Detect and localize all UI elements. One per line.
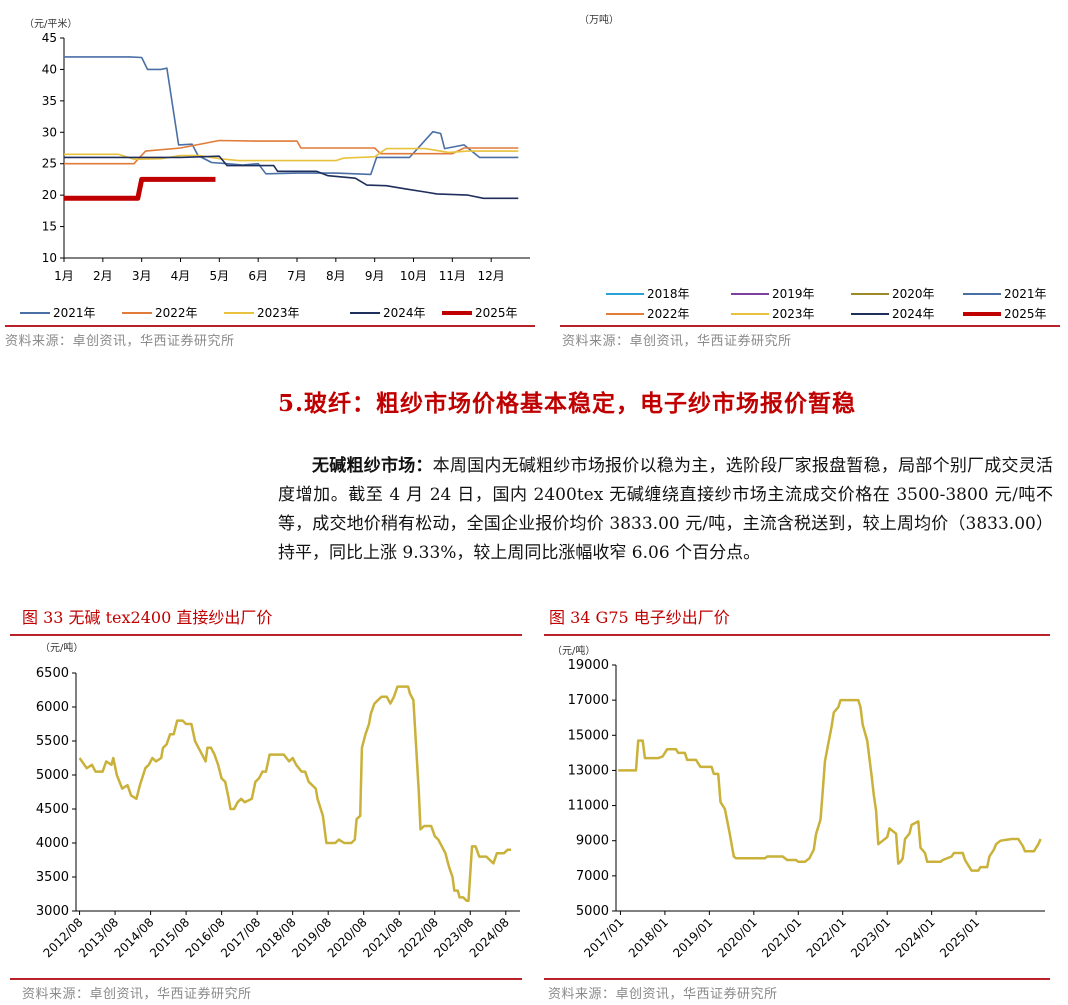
y-tick-label: 9000 <box>576 834 609 849</box>
series-line-series-0 <box>618 698 1042 872</box>
y-tick-label: 15000 <box>568 728 609 743</box>
para-text: 本周国内无碱粗纱市场报价以稳为主，选阶段厂家报盘暂稳，局部个别厂成交灵活度增加。… <box>278 456 1054 563</box>
x-tick-label: 2023/01 <box>848 915 893 960</box>
para-label: 无碱粗纱市场： <box>312 456 433 476</box>
x-tick-label: 2020/01 <box>715 915 760 960</box>
y-tick-label: 3500 <box>36 870 69 885</box>
y-tick-label: 5500 <box>36 734 69 749</box>
fig33-rule <box>10 634 522 636</box>
y-tick-label: 10 <box>42 251 57 265</box>
x-tick-label: 2018/01 <box>626 915 671 960</box>
x-tick-label: 10月 <box>400 269 427 283</box>
y-tick-label: 35 <box>42 94 57 108</box>
x-tick-label: 12月 <box>478 269 505 283</box>
y-tick-label: 3000 <box>36 904 69 919</box>
fig33-caption: 图 33 无碱 tex2400 直接纱出厂价 <box>22 608 273 627</box>
y-tick-label: 15 <box>42 220 57 234</box>
x-tick-label: 2024/08 <box>467 915 512 960</box>
x-tick-label: 11月 <box>439 269 466 283</box>
x-tick-label: 1月 <box>54 269 74 283</box>
chart-glass-price: （元/平米） 10 15 20 25 30 35 40 45 1月 2月 3月 4月 5月 6月 7月 8月 9月… <box>20 17 530 320</box>
x-tick-label: 9月 <box>365 269 385 283</box>
x-tick-label: 8月 <box>326 269 346 283</box>
y-tick-label: 30 <box>42 125 57 139</box>
x-tick-label: 2月 <box>93 269 113 283</box>
y-tick-label: 4000 <box>36 836 69 851</box>
y-tick-label: 13000 <box>568 763 609 778</box>
x-tick-label: 2024/01 <box>893 915 938 960</box>
series-line-series-0 <box>78 685 512 903</box>
bottom-right-rule <box>544 978 1050 980</box>
source-bottom-right: 资料来源：卓创资讯，华西证券研究所 <box>548 987 778 1002</box>
legend-label: 2021年 <box>53 306 96 320</box>
source-bottom-left: 资料来源：卓创资讯，华西证券研究所 <box>22 987 252 1002</box>
bottom-left-rule <box>10 978 522 980</box>
chart-roving-price: （元/吨）30003500400045005000550060006500201… <box>36 641 520 960</box>
legend-label: 2019年 <box>772 287 815 301</box>
chart-eyarn-price: （元/吨） 5000 7000 9000 11000 13000 15000 17000 190… <box>552 644 1045 960</box>
y-tick-label: 7000 <box>576 869 609 884</box>
y-axis-unit-label: （万吨） <box>579 13 619 26</box>
fig34-caption: 图 34 G75 电子纱出厂价 <box>549 608 730 627</box>
series-line-2023年 <box>64 147 519 162</box>
legend-label: 2024年 <box>892 307 935 321</box>
legend-label: 2021年 <box>1004 287 1047 301</box>
section-title: 5.玻纤：粗纱市场价格基本稳定，电子纱市场报价暂稳 <box>278 390 857 417</box>
y-axis-unit-label: （元/吨） <box>552 644 595 657</box>
legend-label: 2023年 <box>257 306 300 320</box>
y-axis-unit-label: （元/吨） <box>40 641 83 654</box>
fig34-rule <box>544 634 1050 636</box>
y-tick-label: 45 <box>42 31 57 45</box>
legend-label: 2025年 <box>1004 307 1047 321</box>
top-left-rule <box>5 325 535 327</box>
x-tick-label: 3月 <box>132 269 152 283</box>
legend-label: 2020年 <box>892 287 935 301</box>
x-tick-label: 4月 <box>171 269 191 283</box>
y-tick-label: 5000 <box>576 904 609 919</box>
x-tick-label: 2019/01 <box>670 915 715 960</box>
source-top-left: 资料来源：卓创资讯，华西证券研究所 <box>5 334 235 349</box>
y-tick-label: 6500 <box>36 666 69 681</box>
y-tick-label: 25 <box>42 157 57 171</box>
y-tick-label: 11000 <box>568 799 609 814</box>
y-tick-label: 5000 <box>36 768 69 783</box>
legend-label: 2025年 <box>475 306 518 320</box>
y-tick-label: 6000 <box>36 700 69 715</box>
series-line-2024年 <box>64 155 519 200</box>
legend-label: 2022年 <box>647 307 690 321</box>
x-tick-label: 7月 <box>287 269 307 283</box>
top-right-rule <box>560 325 1060 327</box>
paragraph: 无碱粗纱市场：本周国内无碱粗纱市场报价以稳为主，选阶段厂家报盘暂稳，局部个别厂成… <box>278 452 1053 568</box>
x-tick-label: 2025/01 <box>937 915 982 960</box>
legend-label: 2022年 <box>155 306 198 320</box>
x-tick-label: 6月 <box>248 269 268 283</box>
series-line-2021年 <box>64 56 519 176</box>
y-tick-label: 19000 <box>568 658 609 673</box>
y-tick-label: 4500 <box>36 802 69 817</box>
source-top-right: 资料来源：卓创资讯，华西证券研究所 <box>562 334 792 349</box>
chart-glass-inventory: （万吨）0501001502002501月2月3月4月5月6月7月8月9月10月… <box>579 13 1047 321</box>
y-tick-label: 40 <box>42 62 57 76</box>
legend-label: 2024年 <box>383 306 426 320</box>
x-tick-label: 2022/01 <box>804 915 849 960</box>
series-line-2025年 <box>64 176 216 201</box>
y-tick-label: 17000 <box>568 693 609 708</box>
x-tick-label: 2021/01 <box>759 915 804 960</box>
x-tick-label: 5月 <box>210 269 230 283</box>
legend-label: 2018年 <box>647 287 690 301</box>
x-tick-label: 2017/01 <box>581 915 626 960</box>
y-tick-label: 20 <box>42 188 57 202</box>
y-axis-unit-label: （元/平米） <box>24 17 77 30</box>
legend-label: 2023年 <box>772 307 815 321</box>
